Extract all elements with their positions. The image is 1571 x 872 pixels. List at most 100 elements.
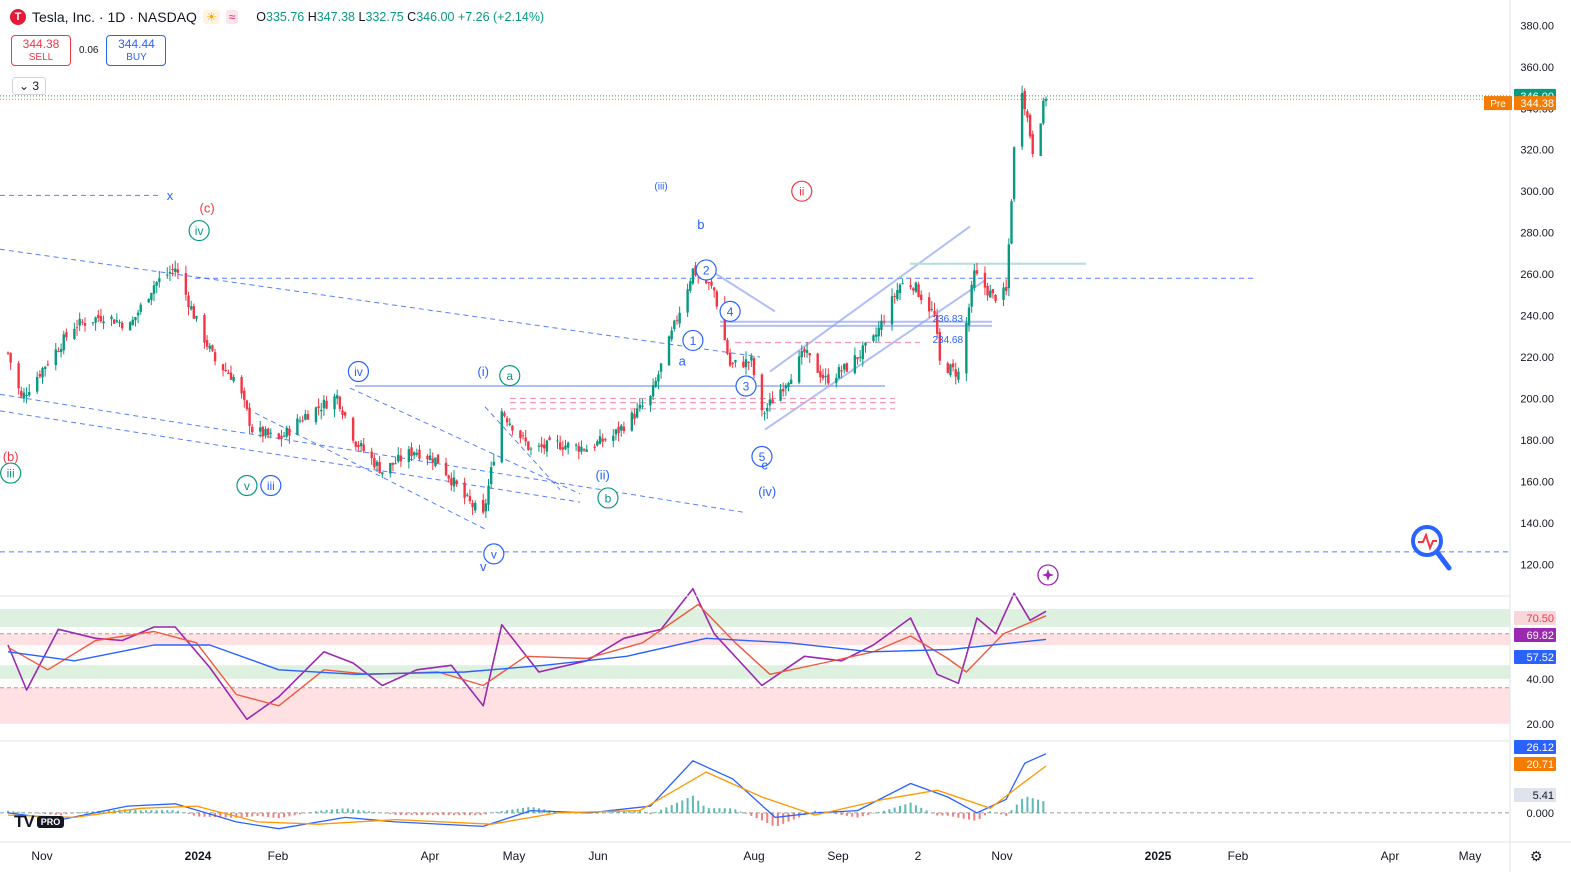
market-open-sun-icon[interactable]: ☀ [202, 10, 220, 24]
sell-button[interactable]: 344.38 SELL [11, 35, 71, 66]
candle-body [463, 482, 466, 498]
ohlc-values: O335.76 H347.38 L332.75 C346.00 +7.26 (+… [256, 10, 544, 24]
macd-histogram-bar [527, 807, 530, 813]
macd-histogram-bar [452, 812, 455, 816]
candle-body [487, 485, 490, 505]
candle-body [593, 446, 596, 448]
open-label: O [256, 10, 267, 24]
macd-histogram-bar [431, 812, 434, 816]
time-tick-label: 2025 [1145, 849, 1172, 863]
candle-body [649, 395, 652, 406]
wave-label-circle [347, 360, 370, 383]
macd-histogram-bar [622, 811, 625, 813]
macd-histogram-bar [160, 810, 163, 813]
candle-body [189, 306, 193, 310]
macd-histogram-bar [426, 812, 429, 816]
low-value: 332.75 [365, 10, 404, 24]
spread-value: 0.06 [79, 45, 99, 56]
candle-body [712, 287, 716, 291]
macd-histogram-bar [681, 800, 684, 813]
macd-histogram-bar [766, 812, 769, 824]
candle-body [949, 364, 952, 376]
macd-histogram-bar [697, 800, 700, 813]
symbol-header[interactable]: T Tesla, Inc. · 1D · NASDAQ ☀ ≈ O335.76 … [10, 9, 544, 25]
rsi-value-tag: 69.82 [1526, 630, 1554, 642]
candle-body [787, 383, 790, 388]
candle-body [901, 283, 904, 285]
candle-body [673, 320, 676, 329]
candle-body [269, 432, 273, 434]
time-tick-label: Feb [1228, 849, 1249, 863]
time-tick-label: Sep [827, 849, 849, 863]
macd-histogram-bar [129, 809, 132, 813]
candle-body [800, 351, 803, 358]
macd-histogram-bar [447, 812, 450, 816]
candle-body [176, 269, 180, 273]
wave-label: a [679, 354, 687, 369]
price-tick-label: 160.00 [1520, 476, 1554, 488]
data-wave-icon[interactable]: ≈ [225, 10, 239, 24]
candle-body [118, 321, 121, 324]
macd-histogram-bar [65, 812, 68, 815]
candle-body [548, 437, 551, 440]
indicators-toggle-button[interactable]: ⌄ 3 [12, 77, 47, 95]
buy-button[interactable]: 344.44 BUY [106, 35, 167, 66]
macd-histogram-bar [750, 812, 753, 816]
macd-histogram-bar [176, 810, 179, 813]
wave-label: 5 [759, 450, 766, 464]
wave-label-circle [597, 487, 619, 509]
wave-label: ii [799, 185, 804, 199]
candle-body [428, 455, 432, 460]
candle-body [434, 457, 437, 466]
candle-body [158, 278, 161, 283]
macd-histogram-bar [219, 812, 222, 818]
candle-body [991, 289, 995, 294]
macd-histogram-bar [91, 811, 94, 813]
macd-histogram-bar [1005, 812, 1008, 816]
signal-tag-bg [1514, 757, 1556, 771]
candle-body [110, 316, 113, 320]
candle-body [561, 447, 565, 450]
candle-body [245, 400, 249, 410]
macd-histogram-bar [739, 811, 742, 813]
candle-body [152, 285, 156, 294]
candle-body [431, 458, 434, 463]
candle-body [545, 440, 549, 452]
dashed-line [0, 248, 761, 358]
macd-histogram-bar [649, 812, 652, 815]
candle-body [689, 281, 692, 291]
change-value: +7.26 (+2.14%) [457, 10, 545, 24]
candle-body [933, 310, 936, 314]
candle-body [620, 425, 623, 431]
low-label: L [358, 10, 366, 24]
time-tick-label: 2024 [185, 849, 212, 863]
candle-body [370, 451, 373, 458]
candle-body [322, 399, 326, 409]
candle-body [471, 502, 474, 508]
price-tick-label: 380.00 [1520, 20, 1554, 32]
macd-histogram-bar [936, 812, 939, 816]
candle-body [301, 420, 304, 422]
symbol-title[interactable]: Tesla, Inc. · 1D · NASDAQ [32, 9, 197, 25]
candle-body [858, 356, 862, 358]
macd-histogram-bar [102, 810, 105, 813]
tradingview-logo[interactable]: TV PRO [14, 812, 65, 832]
macd-histogram-bar [771, 812, 774, 826]
candle-body [357, 444, 360, 448]
candle-body [710, 281, 713, 286]
macd-histogram-bar [1021, 798, 1024, 813]
buy-price: 344.44 [118, 37, 155, 51]
candle-body [298, 420, 302, 422]
macd-histogram-bar [171, 810, 174, 813]
candle-body [362, 444, 365, 452]
macd-histogram-bar [1026, 796, 1029, 813]
rsi-overbought-band [0, 609, 1510, 627]
candle-body [503, 412, 506, 417]
settings-gear-icon[interactable]: ⚙ [1530, 848, 1543, 864]
candle-body [577, 445, 580, 452]
candle-body [455, 480, 458, 485]
candle-body [232, 377, 235, 382]
candle-body [184, 273, 188, 295]
wave-label-circle [499, 365, 521, 387]
